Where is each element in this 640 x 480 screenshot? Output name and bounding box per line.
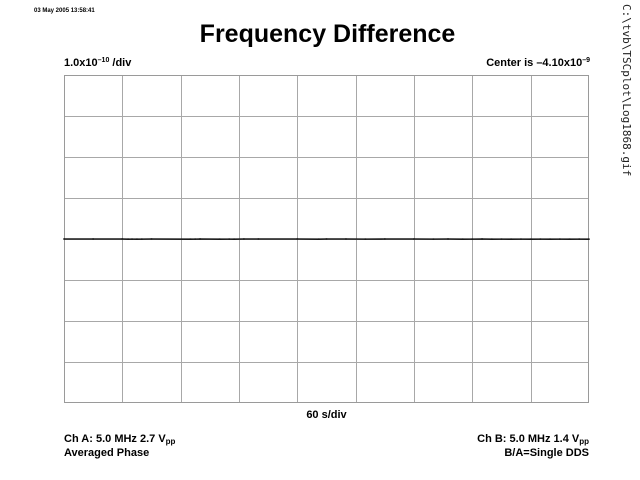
center-label: Center is –4.10x10–9	[486, 57, 590, 69]
data-point	[529, 238, 532, 240]
data-point	[127, 238, 129, 240]
y-scale-exponent: –10	[97, 57, 110, 64]
chart-title: Frequency Difference	[199, 20, 456, 48]
data-point	[63, 238, 65, 240]
file-path-label: C:\tvb\TSCplot\Log1868.gif	[620, 4, 633, 177]
data-point	[228, 238, 231, 240]
data-point	[491, 238, 493, 240]
data-point	[520, 238, 522, 240]
data-point	[447, 238, 449, 240]
data-point	[549, 238, 551, 240]
data-point	[131, 238, 133, 240]
channel-b-unit-sub: pp	[579, 437, 589, 446]
trace-layer	[63, 238, 590, 240]
y-scale-unit: /div	[109, 57, 132, 69]
data-point	[150, 238, 153, 240]
y-scale-label: 1.0x10–10 /div	[64, 57, 131, 69]
channel-a-text: Ch A: 5.0 MHz 2.7 V	[64, 433, 166, 445]
data-point	[345, 238, 347, 240]
channel-a-label: Ch A: 5.0 MHz 2.7 Vpp	[64, 433, 176, 446]
data-point	[243, 238, 245, 240]
data-point	[257, 238, 260, 240]
y-scale-base: 1.0x10	[64, 57, 98, 69]
channel-a-note: Averaged Phase	[64, 447, 150, 459]
channel-b-label: Ch B: 5.0 MHz 1.4 Vpp	[477, 433, 589, 446]
data-point	[218, 238, 221, 240]
data-point	[317, 238, 320, 240]
data-point	[384, 238, 386, 240]
data-point	[461, 238, 464, 240]
data-point	[141, 238, 143, 240]
center-exponent: –9	[582, 57, 590, 64]
timestamp: 03 May 2005 13:58:41	[34, 8, 95, 14]
center-prefix: Center is –4.10x10	[486, 57, 583, 69]
data-point	[296, 238, 299, 240]
channel-b-text: Ch B: 5.0 MHz 1.4 V	[477, 433, 580, 445]
data-point	[588, 238, 590, 240]
data-point	[189, 238, 192, 240]
data-point	[510, 238, 512, 240]
data-point	[199, 238, 201, 240]
data-point	[325, 238, 328, 240]
data-point	[578, 238, 581, 240]
data-point	[194, 238, 196, 240]
data-point	[500, 238, 503, 240]
data-point	[136, 238, 138, 240]
data-point	[559, 238, 561, 240]
data-point	[121, 238, 124, 240]
channel-b-note: B/A=Single DDS	[504, 447, 589, 459]
data-point	[481, 238, 483, 240]
data-point	[413, 238, 415, 240]
data-point	[364, 238, 367, 240]
channel-a-unit-sub: pp	[165, 437, 176, 446]
data-point	[233, 238, 235, 240]
data-point	[568, 238, 571, 240]
data-point	[92, 238, 94, 240]
data-point	[432, 238, 435, 240]
data-point	[539, 238, 542, 240]
data-point	[471, 238, 474, 240]
x-scale-label: 60 s/div	[306, 409, 347, 421]
